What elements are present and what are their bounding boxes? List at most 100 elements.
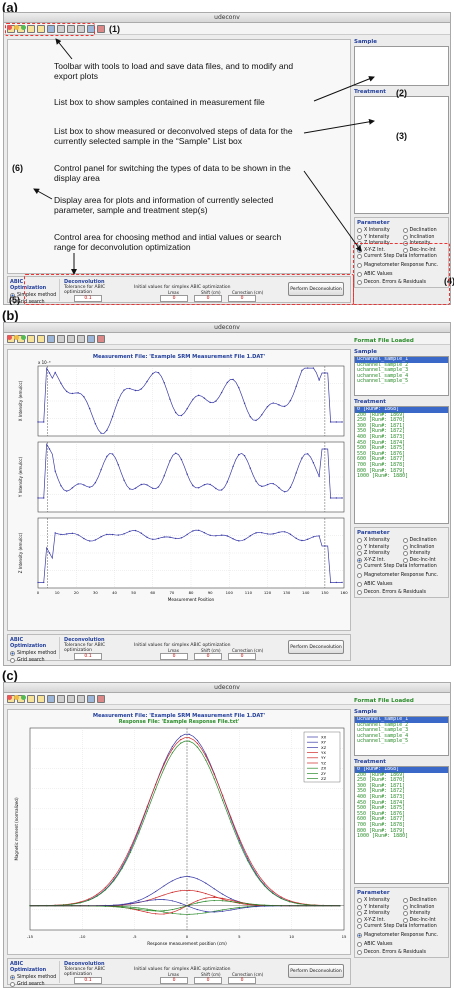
param-radio[interactable]: X-Y-Z Int. bbox=[357, 917, 401, 923]
shift-field[interactable]: 0 bbox=[194, 653, 222, 660]
param-radio[interactable]: Y Intensity bbox=[357, 904, 401, 910]
list-item[interactable]: uchannel_sample_2 bbox=[357, 361, 409, 368]
grid-icon[interactable] bbox=[77, 694, 85, 703]
refresh-icon[interactable] bbox=[97, 334, 105, 343]
correction-field[interactable]: 0 bbox=[228, 653, 256, 660]
list-item[interactable]: uchannel_sample_5 bbox=[357, 738, 409, 745]
open-folder-icon[interactable] bbox=[37, 334, 45, 343]
refresh-icon[interactable] bbox=[97, 694, 105, 703]
param-radio[interactable]: X Intensity bbox=[357, 538, 401, 543]
view-option-radio[interactable]: Magnetometer Response Func. bbox=[357, 262, 446, 268]
table-icon[interactable] bbox=[67, 694, 75, 703]
list-item[interactable]: 400 [Run#: 1873] bbox=[357, 433, 406, 440]
list-item[interactable]: 400 [Run#: 1873] bbox=[357, 793, 406, 800]
grid-radio[interactable]: Grid search bbox=[10, 982, 59, 987]
param-radio[interactable]: Declination bbox=[402, 228, 447, 233]
list-item[interactable]: 550 [Run#: 1876] bbox=[357, 810, 406, 817]
list-item[interactable]: 700 [Run#: 1878] bbox=[357, 821, 406, 828]
param-radio[interactable]: Dec-Inc-Int bbox=[402, 917, 447, 923]
tolerance-field[interactable]: 0.1 bbox=[74, 653, 102, 660]
simplex-radio[interactable]: Simplex method bbox=[10, 975, 59, 980]
param-radio[interactable]: Inclination bbox=[402, 234, 447, 240]
print-icon[interactable] bbox=[57, 334, 65, 343]
param-radio[interactable]: Inclination bbox=[402, 544, 447, 550]
list-item[interactable]: 300 [Run#: 1871] bbox=[357, 782, 406, 789]
list-item[interactable]: uchannel_sample_3 bbox=[357, 367, 409, 374]
shift-field[interactable]: 0 bbox=[194, 295, 222, 302]
close-icon[interactable] bbox=[7, 695, 12, 700]
export-icon[interactable] bbox=[87, 694, 95, 703]
save-icon[interactable] bbox=[47, 694, 55, 703]
param-radio[interactable]: Intensity bbox=[402, 911, 447, 917]
view-option-radio[interactable]: Magnetometer Response Func. bbox=[357, 572, 446, 578]
minimize-icon[interactable] bbox=[14, 25, 19, 30]
param-radio[interactable]: Dec-Inc-Int bbox=[402, 247, 447, 253]
zoom-icon[interactable] bbox=[21, 335, 26, 340]
param-radio[interactable]: Intensity bbox=[402, 551, 447, 557]
perform-deconvolution-button[interactable]: Perform Deconvolution bbox=[288, 964, 344, 978]
save-icon[interactable] bbox=[47, 334, 55, 343]
open-folder-icon[interactable] bbox=[27, 334, 35, 343]
treatment-listbox[interactable]: 0 [Run#: 1868] 200 [Run#: 1869] 250 [Run#:… bbox=[354, 406, 449, 524]
lmax-field[interactable]: 0 bbox=[160, 653, 188, 660]
treatment-listbox[interactable] bbox=[354, 96, 449, 214]
view-option-radio[interactable]: Current Step Data Information bbox=[357, 924, 446, 930]
correction-field[interactable]: 0 bbox=[228, 977, 256, 984]
print-icon[interactable] bbox=[57, 24, 65, 33]
minimize-icon[interactable] bbox=[14, 335, 19, 340]
view-option-radio[interactable]: Decon. Errors & Residuals bbox=[357, 590, 446, 596]
sample-listbox[interactable]: uchannel_sample_1 uchannel_sample_2 uchann… bbox=[354, 356, 449, 396]
view-option-radio[interactable]: ABIC Values bbox=[357, 271, 446, 277]
list-item[interactable]: 1000 [Run#: 1880] bbox=[357, 473, 409, 480]
shift-field[interactable]: 0 bbox=[194, 977, 222, 984]
grid-icon[interactable] bbox=[77, 24, 85, 33]
view-option-radio[interactable]: Current Step Data Information bbox=[357, 564, 446, 570]
treatment-listbox[interactable]: 0 [Run#: 1868] 200 [Run#: 1869] 250 [Run#:… bbox=[354, 766, 449, 884]
list-item[interactable]: 350 [Run#: 1872] bbox=[357, 428, 406, 435]
list-item[interactable]: uchannel_sample_4 bbox=[357, 372, 409, 379]
tolerance-field[interactable]: 0.1 bbox=[74, 977, 102, 984]
list-item[interactable]: 450 [Run#: 1874] bbox=[357, 799, 406, 806]
list-item[interactable]: 600 [Run#: 1877] bbox=[357, 456, 406, 463]
list-item[interactable]: 200 [Run#: 1869] bbox=[357, 411, 406, 418]
save-icon[interactable] bbox=[47, 24, 55, 33]
list-item[interactable]: 550 [Run#: 1876] bbox=[357, 450, 406, 457]
param-radio[interactable]: Y Intensity bbox=[357, 544, 401, 550]
list-item[interactable]: 500 [Run#: 1875] bbox=[357, 445, 406, 452]
param-radio[interactable]: Dec-Inc-Int bbox=[402, 557, 447, 563]
perform-deconvolution-button[interactable]: Perform Deconvolution bbox=[288, 282, 344, 296]
refresh-icon[interactable] bbox=[97, 24, 105, 33]
view-option-radio[interactable]: Decon. Errors & Residuals bbox=[357, 280, 446, 286]
list-item[interactable]: uchannel_sample_2 bbox=[357, 721, 409, 728]
param-radio[interactable]: Z Intensity bbox=[357, 551, 401, 557]
zoom-icon[interactable] bbox=[21, 25, 26, 30]
list-item[interactable]: 250 [Run#: 1870] bbox=[357, 777, 406, 784]
zoom-icon[interactable] bbox=[21, 695, 26, 700]
minimize-icon[interactable] bbox=[14, 695, 19, 700]
lmax-field[interactable]: 0 bbox=[160, 977, 188, 984]
list-item[interactable]: 200 [Run#: 1869] bbox=[357, 771, 406, 778]
lmax-field[interactable]: 0 bbox=[160, 295, 188, 302]
grid-icon[interactable] bbox=[77, 334, 85, 343]
view-option-radio[interactable]: Current Step Data Information bbox=[357, 254, 446, 260]
correction-field[interactable]: 0 bbox=[228, 295, 256, 302]
print-icon[interactable] bbox=[57, 694, 65, 703]
list-item[interactable]: 800 [Run#: 1879] bbox=[357, 827, 406, 834]
simplex-radio[interactable]: Simplex method bbox=[10, 651, 59, 656]
list-item[interactable]: 1000 [Run#: 1880] bbox=[357, 833, 409, 840]
simplex-radio[interactable]: Simplex method bbox=[10, 293, 59, 298]
open-folder-icon[interactable] bbox=[27, 24, 35, 33]
perform-deconvolution-button[interactable]: Perform Deconvolution bbox=[288, 640, 344, 654]
list-item[interactable]: 600 [Run#: 1877] bbox=[357, 816, 406, 823]
sample-listbox[interactable]: uchannel_sample_1 uchannel_sample_2 uchann… bbox=[354, 716, 449, 756]
list-item[interactable]: uchannel_sample_1 bbox=[355, 357, 448, 363]
open-folder-icon[interactable] bbox=[27, 694, 35, 703]
param-radio[interactable]: X Intensity bbox=[357, 898, 401, 903]
open-folder-icon[interactable] bbox=[37, 24, 45, 33]
param-radio[interactable]: Declination bbox=[402, 898, 447, 903]
close-icon[interactable] bbox=[7, 25, 12, 30]
list-item[interactable]: 250 [Run#: 1870] bbox=[357, 417, 406, 424]
list-item[interactable]: uchannel_sample_5 bbox=[357, 378, 409, 385]
view-option-radio[interactable]: ABIC Values bbox=[357, 581, 446, 587]
list-item[interactable]: 800 [Run#: 1879] bbox=[357, 467, 406, 474]
